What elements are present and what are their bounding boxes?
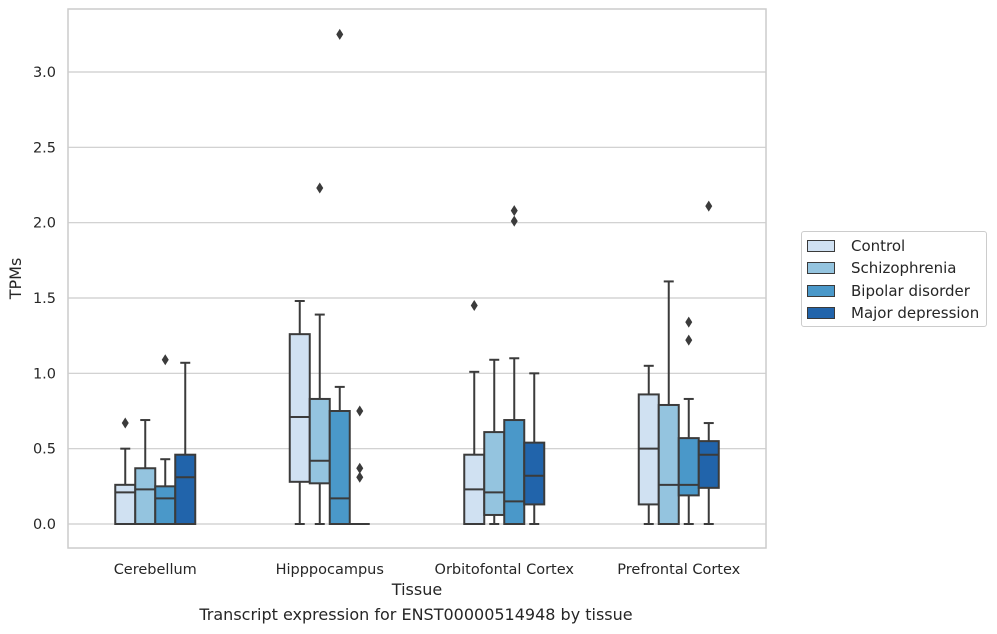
y-tick-label: 2.0: [33, 216, 56, 232]
legend-item-control: Control: [807, 237, 905, 255]
legend-item-bipolar-disorder: Bipolar disorder: [807, 282, 970, 300]
x-tick-label-prefrontal-cortex: Prefrontal Cortex: [617, 562, 740, 578]
legend-swatch-bipolar-disorder: [807, 285, 835, 297]
legend-label-control: Control: [851, 237, 906, 255]
box-hipppocampus-bipolar-disorder: [328, 410, 351, 525]
box-orbitofontal-cortex-bipolar-disorder-outlier: [510, 215, 518, 227]
legend-swatch-schizophrenia: [807, 262, 835, 274]
box-prefrontal-cortex-major-depression-outlier: [705, 200, 713, 212]
legend-item-major-depression: Major depression: [807, 304, 979, 322]
box-orbitofontal-cortex-control-outlier: [470, 300, 478, 312]
y-tick-label: 0.5: [33, 442, 56, 458]
y-tick-label: 1.0: [33, 366, 56, 382]
box-orbitofontal-cortex-bipolar-disorder: [503, 419, 526, 526]
box-prefrontal-cortex-bipolar-disorder-outlier: [685, 334, 693, 346]
legend-swatch-control: [807, 240, 835, 252]
chart-caption: Transcript expression for ENST0000051494…: [199, 605, 633, 624]
y-tick-label: 3.0: [33, 65, 56, 81]
box-prefrontal-cortex-bipolar-disorder-outlier: [685, 316, 693, 328]
legend-item-schizophrenia: Schizophrenia: [807, 259, 956, 277]
box-cerebellum-bipolar-disorder: [154, 485, 177, 526]
box-prefrontal-cortex-schizophrenia: [657, 403, 680, 525]
box-cerebellum-major-depression: [174, 453, 197, 525]
x-tick-label-cerebellum: Cerebellum: [114, 562, 197, 578]
x-tick-label-hipppocampus: Hipppocampus: [276, 562, 384, 578]
box-cerebellum-bipolar-disorder-outlier: [161, 354, 169, 366]
box-prefrontal-cortex-bipolar-disorder: [677, 437, 700, 497]
legend-swatch-major-depression: [807, 307, 835, 319]
box-cerebellum-schizophrenia: [134, 467, 157, 525]
y-axis-label: TPMs: [6, 258, 25, 301]
box-hipppocampus-control: [288, 333, 311, 483]
box-orbitofontal-cortex-bipolar-disorder-outlier: [510, 205, 518, 217]
x-axis-label: Tissue: [391, 580, 442, 599]
legend-label-schizophrenia: Schizophrenia: [851, 259, 957, 277]
box-hipppocampus-major-depression-outlier: [356, 471, 364, 483]
x-tick-label-orbitofontal-cortex: Orbitofontal Cortex: [435, 562, 575, 578]
legend-label-major-depression: Major depression: [851, 304, 980, 322]
box-prefrontal-cortex-major-depression: [697, 440, 720, 489]
y-tick-label: 2.5: [33, 140, 56, 156]
box-hipppocampus-major-depression-outlier: [356, 462, 364, 474]
box-cerebellum-control: [114, 483, 137, 525]
box-orbitofontal-cortex-major-depression: [523, 441, 546, 506]
box-cerebellum-control-outlier: [121, 417, 129, 429]
legend: Control Schizophrenia Bipolar disorder M…: [801, 231, 987, 327]
y-tick-label: 0.0: [33, 517, 56, 533]
plot-frame: [67, 8, 767, 549]
legend-label-bipolar-disorder: Bipolar disorder: [851, 282, 970, 300]
box-hipppocampus-bipolar-disorder-outlier: [336, 28, 344, 40]
box-orbitofontal-cortex-schizophrenia: [483, 431, 506, 516]
box-hipppocampus-schizophrenia-outlier: [316, 182, 324, 194]
box-hipppocampus-schizophrenia: [308, 397, 331, 485]
box-hipppocampus-major-depression-outlier: [356, 405, 364, 417]
y-tick-label: 1.5: [33, 291, 56, 307]
